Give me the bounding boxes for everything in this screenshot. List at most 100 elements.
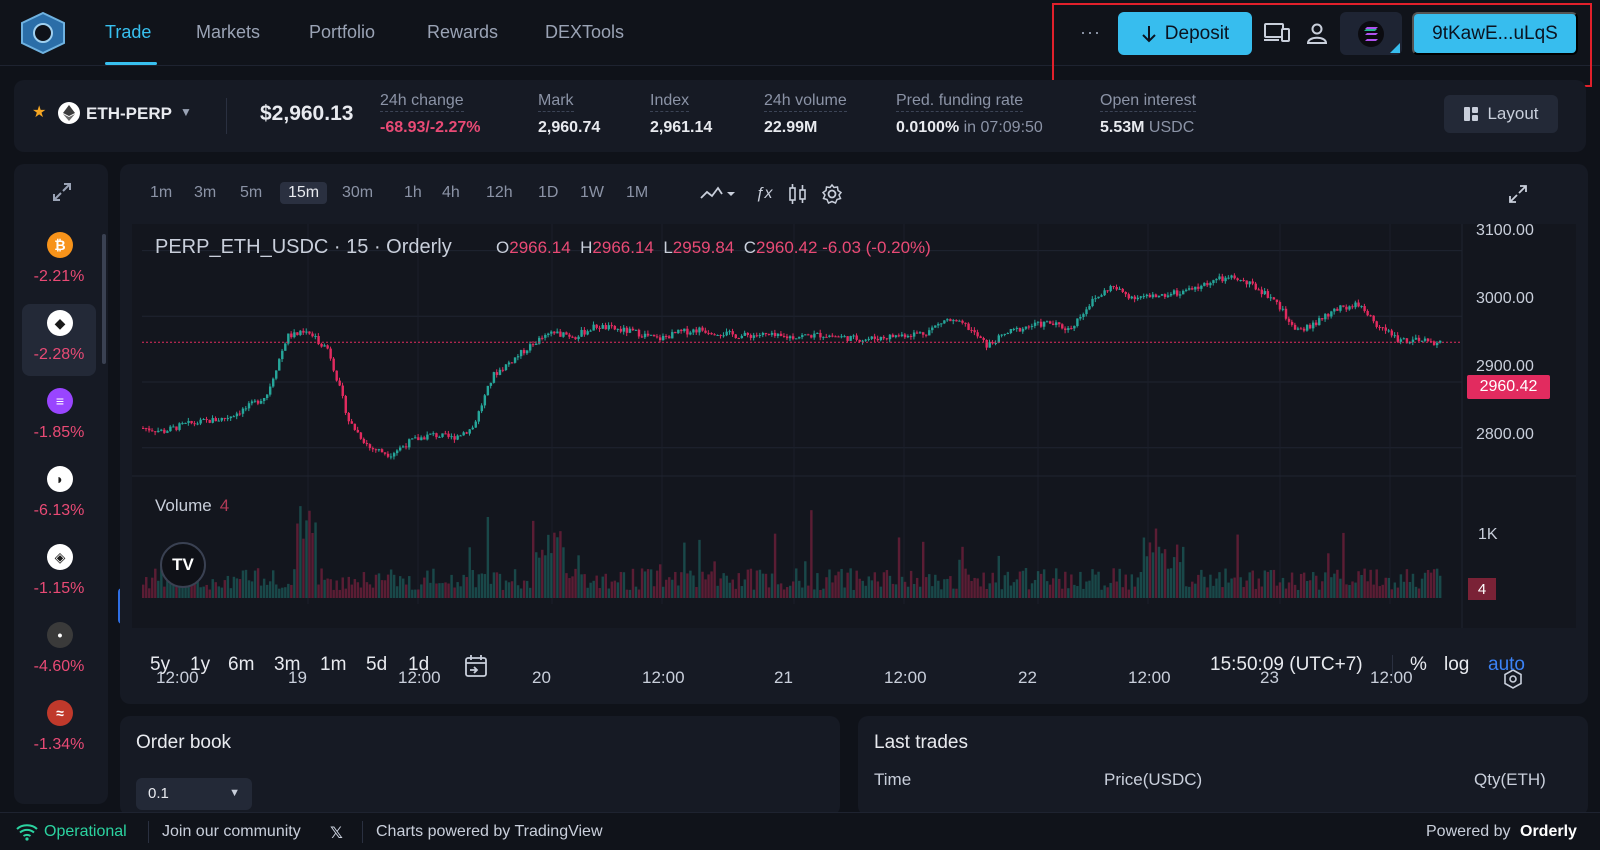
sidebar-coin-item[interactable]: • -4.60% bbox=[22, 616, 96, 688]
layout-button[interactable]: Layout bbox=[1444, 95, 1558, 133]
percent-scale-toggle[interactable]: % bbox=[1410, 654, 1427, 675]
favorite-star-icon[interactable]: ★ bbox=[32, 104, 47, 121]
charts-powered-label[interactable]: Charts powered by TradingView bbox=[376, 823, 603, 840]
volume-bar bbox=[662, 586, 665, 598]
app-logo-icon[interactable] bbox=[20, 12, 66, 54]
candle-body bbox=[1429, 341, 1433, 343]
volume-bar bbox=[1103, 585, 1106, 598]
range-5y[interactable]: 5y bbox=[150, 654, 171, 675]
volume-bar bbox=[725, 575, 728, 598]
volume-bar bbox=[232, 576, 236, 598]
devices-icon[interactable] bbox=[1262, 18, 1292, 48]
nav-markets[interactable]: Markets bbox=[196, 22, 261, 42]
candle-body bbox=[151, 430, 154, 432]
wallet-address-button[interactable]: 9tKawE...uLqS bbox=[1412, 12, 1578, 55]
candle-body bbox=[365, 442, 369, 445]
sidebar-coin-item[interactable]: ◆ -2.28% bbox=[22, 304, 96, 376]
x-axis-label: 19 bbox=[288, 668, 307, 687]
price-chart[interactable]: PERP_ETH_USDC · 15 · Orderly O2966.14 H2… bbox=[132, 222, 1576, 689]
candle-body bbox=[1085, 309, 1088, 315]
volume-bar bbox=[296, 523, 299, 598]
volume-bar bbox=[1070, 574, 1073, 598]
range-5d[interactable]: 5d bbox=[366, 654, 388, 675]
auto-scale-toggle[interactable]: auto bbox=[1488, 654, 1525, 675]
coin-change: -1.85% bbox=[33, 424, 85, 441]
candlestick-chart[interactable] bbox=[132, 224, 1576, 628]
x-axis-label: 12:00 bbox=[1128, 668, 1171, 687]
range-1d[interactable]: 1d bbox=[408, 654, 430, 675]
expand-icon[interactable] bbox=[50, 180, 74, 204]
candle-body bbox=[1266, 291, 1270, 298]
nav-dextools[interactable]: DEXTools bbox=[545, 22, 625, 42]
candle-body bbox=[305, 331, 308, 333]
timeframe-4h[interactable]: 4h bbox=[442, 184, 460, 201]
symbol-name[interactable]: ETH-PERP bbox=[86, 104, 172, 123]
nav-portfolio[interactable]: Portfolio bbox=[309, 22, 376, 42]
candle-body bbox=[329, 348, 332, 359]
timeframe-30m[interactable]: 30m bbox=[342, 184, 374, 201]
candle-body bbox=[994, 342, 997, 344]
volume-bar bbox=[885, 570, 889, 598]
range-3m[interactable]: 3m bbox=[274, 654, 301, 675]
range-6m[interactable]: 6m bbox=[228, 654, 255, 675]
timeframe-1m[interactable]: 1m bbox=[150, 184, 173, 201]
timeframe-15m[interactable]: 15m bbox=[280, 182, 328, 204]
volume-bar bbox=[752, 589, 756, 598]
volume-bar bbox=[779, 583, 783, 598]
candle-body bbox=[335, 370, 338, 381]
timeframe-3m[interactable]: 3m bbox=[194, 184, 217, 201]
candle-body bbox=[519, 350, 523, 357]
sidebar-scrollbar[interactable] bbox=[102, 234, 106, 364]
timeframe-1W[interactable]: 1W bbox=[580, 184, 604, 201]
candle-body bbox=[522, 350, 526, 354]
function-icon[interactable]: ƒx bbox=[755, 185, 773, 202]
axis-settings-icon[interactable] bbox=[1502, 668, 1524, 690]
timeframe-5m[interactable]: 5m bbox=[240, 184, 263, 201]
candle-body bbox=[1206, 283, 1209, 286]
symbol-dropdown-icon[interactable]: ▼ bbox=[180, 105, 192, 119]
volume-bar bbox=[338, 589, 341, 598]
user-icon[interactable] bbox=[1302, 18, 1332, 48]
divider bbox=[1392, 655, 1393, 677]
candle-body bbox=[1396, 335, 1400, 342]
volume-bar bbox=[931, 586, 934, 598]
chart-clock[interactable]: 15:50:09 (UTC+7) bbox=[1210, 654, 1363, 675]
chain-selector[interactable] bbox=[1340, 12, 1402, 55]
volume-bar bbox=[471, 569, 474, 598]
fullscreen-icon[interactable] bbox=[1506, 182, 1530, 206]
log-scale-toggle[interactable]: log bbox=[1444, 654, 1470, 675]
more-menu-icon[interactable]: ··· bbox=[1080, 22, 1101, 42]
candle-body bbox=[1408, 342, 1412, 344]
candle-body bbox=[314, 336, 317, 338]
timeframe-1M[interactable]: 1M bbox=[626, 184, 649, 201]
deposit-button[interactable]: Deposit bbox=[1118, 12, 1252, 55]
sidebar-coin-item[interactable]: ≈ -1.34% bbox=[22, 694, 96, 766]
sidebar-coin-item[interactable]: ₿ -2.21% bbox=[22, 226, 96, 298]
sidebar-coin-item[interactable]: ◈ -1.15% bbox=[22, 538, 96, 610]
candle-body bbox=[795, 338, 798, 340]
range-1y[interactable]: 1y bbox=[190, 654, 211, 675]
range-1m[interactable]: 1m bbox=[320, 654, 347, 675]
precision-select[interactable]: 0.1 ▼ bbox=[136, 778, 252, 810]
tradingview-logo-icon[interactable]: TV bbox=[160, 542, 206, 588]
timeframe-1D[interactable]: 1D bbox=[538, 184, 559, 201]
goto-date-icon[interactable] bbox=[462, 652, 490, 680]
volume-bar bbox=[547, 534, 550, 598]
sidebar-coin-item[interactable]: ≡ -1.85% bbox=[22, 382, 96, 454]
indicator-chart-type-icon[interactable] bbox=[698, 182, 738, 206]
nav-trade[interactable]: Trade bbox=[105, 22, 152, 42]
volume-bar bbox=[686, 573, 689, 598]
orderly-logo[interactable]: Orderly bbox=[1520, 823, 1577, 840]
volume-bar bbox=[492, 572, 496, 598]
nav-rewards[interactable]: Rewards bbox=[427, 22, 499, 42]
volume-bar bbox=[870, 580, 874, 598]
settings-gear-icon[interactable] bbox=[820, 182, 844, 206]
candles-icon[interactable] bbox=[786, 182, 810, 206]
sidebar-coin-item[interactable]: ◗ -6.13% bbox=[22, 460, 96, 532]
x-twitter-icon[interactable]: 𝕏 bbox=[330, 825, 343, 842]
timeframe-12h[interactable]: 12h bbox=[486, 184, 513, 201]
timeframe-1h[interactable]: 1h bbox=[404, 184, 422, 201]
community-label[interactable]: Join our community bbox=[162, 823, 301, 840]
candle-body bbox=[915, 332, 919, 334]
candle-body bbox=[646, 333, 650, 336]
